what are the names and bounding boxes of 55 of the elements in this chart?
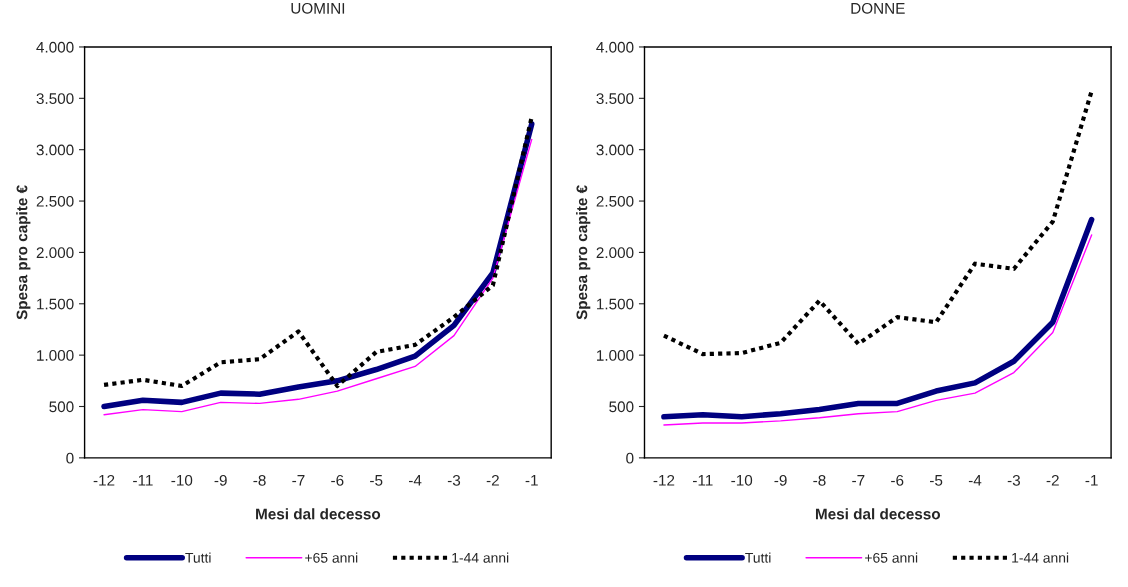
y-tick-label: 1.000	[37, 350, 74, 361]
legend-label: +65 anni	[305, 552, 358, 563]
y-tick-label: 4.000	[596, 41, 634, 53]
x-tick-label: -6	[891, 474, 904, 486]
x-tick-label: -10	[731, 474, 753, 486]
x-tick-label: -11	[693, 475, 713, 486]
x-tick-label: -5	[930, 475, 943, 486]
y-tick-label: 3.500	[36, 93, 74, 105]
y-axis-title: Spesa pro capite €	[576, 185, 591, 320]
y-tick-label: 0	[626, 452, 634, 464]
y-tick-label: 3.000	[36, 144, 74, 156]
y-tick-label: 4.000	[36, 41, 74, 53]
x-axis-title: Mesi dal decesso	[815, 508, 941, 520]
line-series	[661, 89, 1094, 357]
y-tick-label: 2.000	[36, 247, 74, 259]
legend-label: +65 anni	[865, 552, 918, 563]
x-tick-label: -12	[653, 474, 675, 486]
x-tick-label: -6	[331, 474, 344, 486]
x-tick-label: -3	[1007, 474, 1020, 486]
x-tick-label: -4	[968, 475, 982, 486]
x-tick-label: -9	[774, 474, 787, 486]
x-axis-title: Mesi dal decesso	[256, 508, 381, 520]
x-tick-label: -2	[486, 474, 499, 486]
x-tick-label: -7	[852, 475, 865, 486]
chart-title: UOMINI	[291, 2, 345, 14]
y-tick-label: 2.000	[596, 247, 634, 259]
x-tick-label: -4	[408, 475, 422, 486]
y-tick-label: 500	[609, 401, 634, 413]
x-tick-label: -1	[1085, 475, 1098, 486]
chart-title: DONNE	[851, 2, 905, 14]
x-tick-label: -7	[292, 475, 305, 486]
x-tick-label: -10	[171, 474, 193, 486]
legend-label: 1-44 anni	[452, 552, 509, 563]
y-tick-label: 1.500	[37, 298, 74, 310]
x-tick-label: -1	[525, 475, 538, 486]
y-tick-label: 1.500	[597, 298, 634, 310]
x-tick-label: -9	[214, 474, 227, 486]
x-tick-label: -3	[447, 474, 461, 486]
x-tick-label: -11	[133, 475, 153, 486]
y-tick-label: 3.500	[596, 93, 634, 105]
legend-label: 1-44 anni	[1012, 552, 1069, 563]
y-tick-label: 3.000	[596, 144, 634, 156]
legend-label: Tutti	[185, 552, 211, 563]
legend-label: Tutti	[745, 552, 771, 563]
y-tick-label: 1.000	[597, 350, 634, 361]
x-tick-label: -5	[370, 475, 383, 486]
x-tick-label: -8	[253, 474, 266, 486]
x-tick-label: -2	[1046, 474, 1059, 486]
y-tick-label: 500	[49, 401, 74, 413]
y-tick-label: 2.500	[36, 195, 74, 207]
y-axis-title: Spesa pro capite €	[16, 185, 31, 320]
y-tick-label: 2.500	[596, 195, 634, 207]
x-tick-label: -12	[93, 474, 115, 486]
y-tick-label: 0	[66, 452, 74, 464]
x-tick-label: -8	[813, 474, 826, 486]
